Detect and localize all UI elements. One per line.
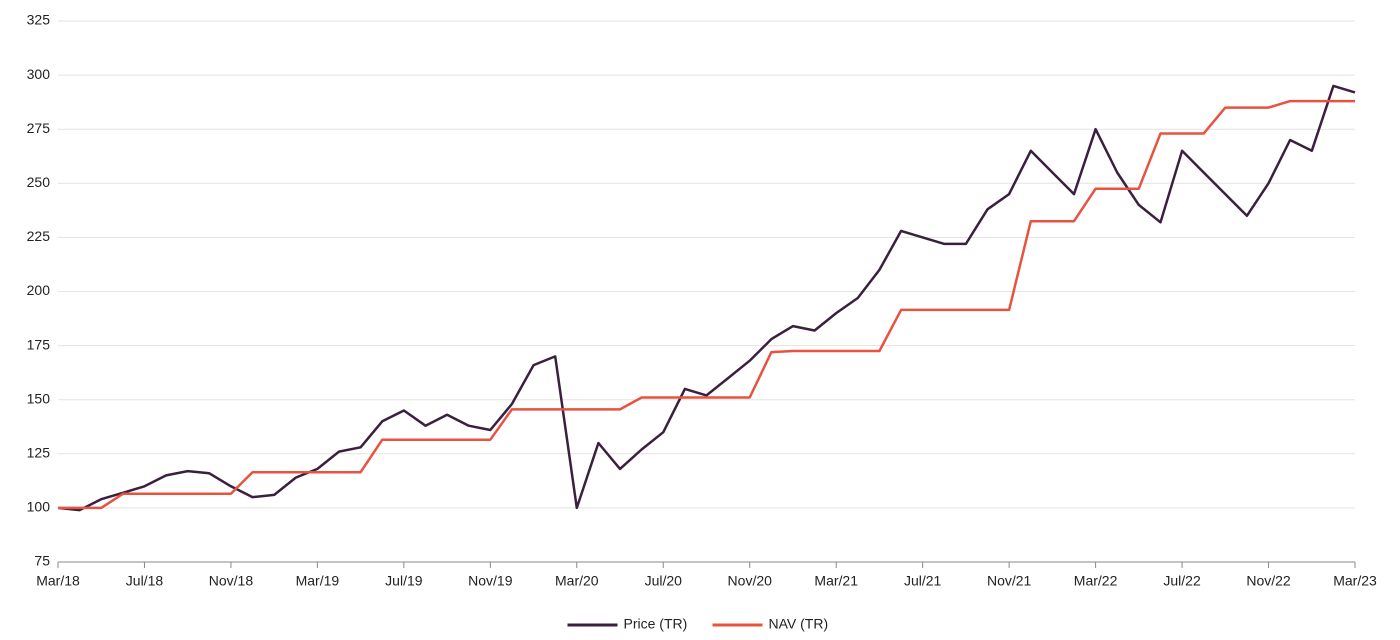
x-tick-label: Nov/21	[987, 573, 1032, 589]
x-tick-label: Mar/21	[814, 573, 858, 589]
series-line	[58, 99, 1355, 510]
x-tick-label: Jul/22	[1163, 573, 1201, 589]
x-tick-label: Nov/19	[468, 573, 513, 589]
x-tick-label: Mar/19	[296, 573, 340, 589]
y-tick-label: 150	[27, 390, 51, 406]
x-tick-label: Jul/20	[645, 573, 683, 589]
x-tick-label: Nov/18	[209, 573, 254, 589]
x-tick-label: Mar/23	[1333, 573, 1377, 589]
y-tick-label: 200	[27, 282, 51, 298]
y-tick-label: 100	[27, 499, 51, 515]
y-tick-label: 325	[27, 12, 51, 28]
y-tick-label: 275	[27, 120, 51, 136]
y-tick-label: 225	[27, 228, 51, 244]
y-tick-label: 250	[27, 174, 51, 190]
x-tick-label: Jul/21	[904, 573, 942, 589]
y-tick-label: 75	[34, 553, 50, 569]
x-tick-label: Mar/20	[555, 573, 599, 589]
legend-label: Price (TR)	[624, 616, 688, 632]
y-tick-label: 175	[27, 336, 51, 352]
y-tick-label: 300	[27, 66, 51, 82]
x-tick-label: Mar/22	[1074, 573, 1118, 589]
x-tick-label: Nov/20	[728, 573, 773, 589]
x-tick-label: Jul/18	[126, 573, 164, 589]
x-tick-label: Nov/22	[1246, 573, 1291, 589]
x-tick-label: Mar/18	[36, 573, 80, 589]
legend-label: NAV (TR)	[769, 616, 829, 632]
x-tick-label: Jul/19	[385, 573, 423, 589]
series-line	[57, 84, 1356, 512]
y-tick-label: 125	[27, 445, 51, 461]
